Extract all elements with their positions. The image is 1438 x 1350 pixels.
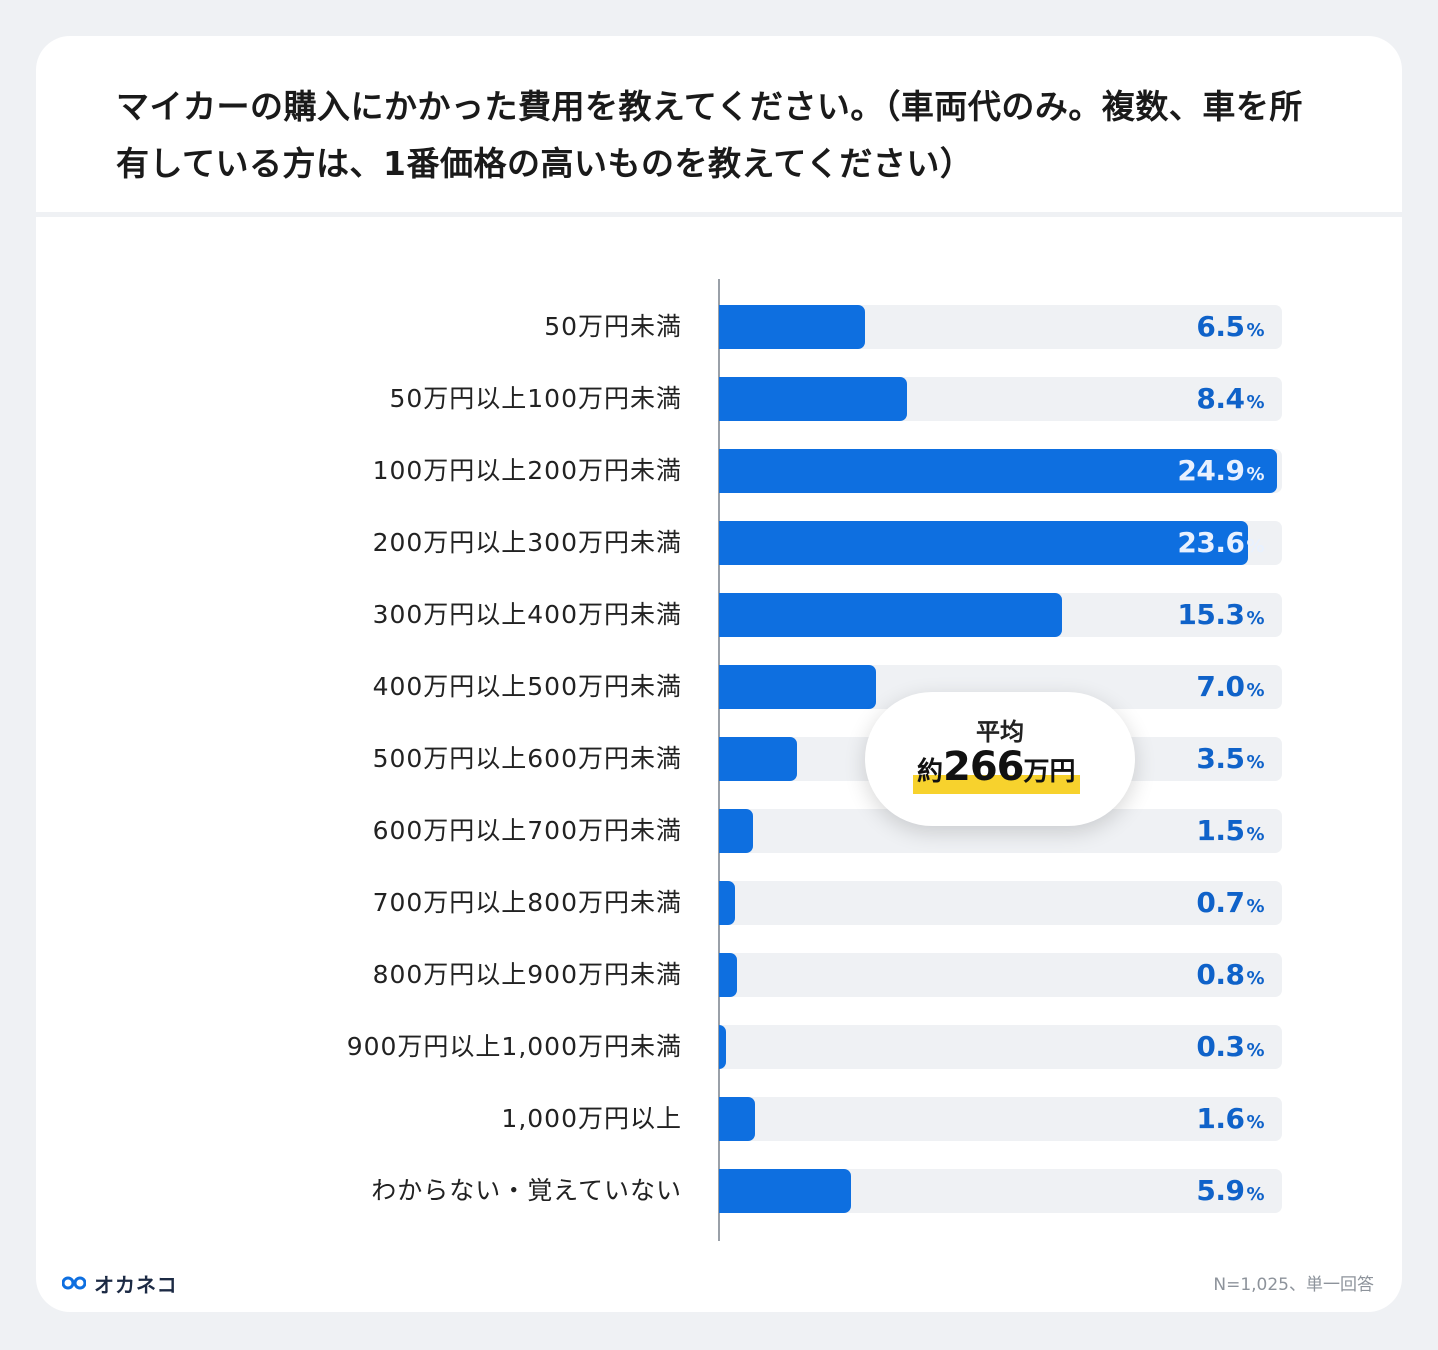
chart-title: マイカーの購入にかかった費用を教えてください。（車両代のみ。複数、車を所有してい… bbox=[116, 87, 1303, 183]
header: マイカーの購入にかかった費用を教えてください。（車両代のみ。複数、車を所有してい… bbox=[36, 36, 1402, 217]
bar-track bbox=[719, 953, 1282, 997]
brand-name: オカネコ bbox=[94, 1272, 178, 1297]
value-label: 5.9% bbox=[1036, 1169, 1264, 1217]
value-unit: % bbox=[1246, 320, 1264, 341]
category-label: 50万円以上100万円未満 bbox=[389, 384, 682, 413]
value-number: 3.5 bbox=[1196, 742, 1245, 775]
category-label: 900万円以上1,000万円未満 bbox=[346, 1032, 682, 1061]
value-number: 1.5 bbox=[1196, 814, 1245, 847]
value-label: 23.6% bbox=[1036, 521, 1264, 569]
value-number: 5.9 bbox=[1196, 1174, 1245, 1207]
value-number: 0.8 bbox=[1196, 958, 1245, 991]
value-unit: % bbox=[1246, 896, 1264, 917]
value-unit: % bbox=[1246, 752, 1264, 773]
value-label: 0.3% bbox=[1036, 1025, 1264, 1073]
value-label: 1.6% bbox=[1036, 1097, 1264, 1145]
value-number: 8.4 bbox=[1196, 382, 1245, 415]
value-label: 8.4% bbox=[1036, 377, 1264, 425]
bar bbox=[719, 521, 1248, 565]
category-label: 50万円未満 bbox=[544, 312, 682, 341]
value-unit: % bbox=[1246, 1112, 1264, 1133]
value-label: 7.0% bbox=[1036, 665, 1264, 713]
value-number: 15.3 bbox=[1177, 598, 1245, 631]
category-label: 1,000万円以上 bbox=[501, 1104, 682, 1133]
okane-logo-icon bbox=[62, 1276, 86, 1290]
average-suffix: 万円 bbox=[1023, 757, 1076, 787]
value-number: 7.0 bbox=[1196, 670, 1245, 703]
sample-note: N=1,025、単一回答 bbox=[1213, 1275, 1374, 1295]
value-label: 6.5% bbox=[1036, 305, 1264, 353]
average-label: 平均 bbox=[976, 718, 1024, 746]
value-unit: % bbox=[1246, 1184, 1264, 1205]
average-callout: 平均 約266万円 bbox=[865, 692, 1135, 826]
value-number: 0.3 bbox=[1196, 1030, 1245, 1063]
value-unit: % bbox=[1246, 968, 1264, 989]
bar-track bbox=[719, 1097, 1282, 1141]
bar bbox=[719, 809, 753, 853]
bar-track bbox=[719, 881, 1282, 925]
category-label: わからない・覚えていない bbox=[371, 1176, 682, 1205]
category-label: 200万円以上300万円未満 bbox=[372, 528, 682, 557]
bar bbox=[719, 305, 865, 349]
value-label: 15.3% bbox=[1036, 593, 1264, 641]
value-number: 23.6 bbox=[1177, 526, 1245, 559]
average-number: 266 bbox=[943, 744, 1024, 790]
category-label: 400万円以上500万円未満 bbox=[372, 672, 682, 701]
value-unit: % bbox=[1246, 824, 1264, 845]
bar bbox=[719, 1169, 852, 1213]
value-label: 0.7% bbox=[1036, 881, 1264, 929]
chart-card: マイカーの購入にかかった費用を教えてください。（車両代のみ。複数、車を所有してい… bbox=[36, 36, 1402, 1312]
value-unit: % bbox=[1246, 608, 1264, 629]
bar bbox=[719, 1025, 726, 1069]
value-label: 24.9% bbox=[1036, 449, 1264, 497]
value-unit: % bbox=[1246, 1040, 1264, 1061]
value-number: 24.9 bbox=[1177, 454, 1245, 487]
category-label: 700万円以上800万円未満 bbox=[372, 888, 682, 917]
value-number: 1.6 bbox=[1196, 1102, 1245, 1135]
bar bbox=[719, 737, 798, 781]
value-unit: % bbox=[1246, 464, 1264, 485]
category-label: 100万円以上200万円未満 bbox=[372, 456, 682, 485]
average-prefix: 約 bbox=[917, 757, 944, 787]
value-label: 0.8% bbox=[1036, 953, 1264, 1001]
category-label: 300万円以上400万円未満 bbox=[372, 600, 682, 629]
value-label: 1.5% bbox=[1036, 809, 1264, 857]
category-label: 500万円以上600万円未満 bbox=[372, 744, 682, 773]
average-value: 約266万円 bbox=[913, 744, 1080, 794]
bar bbox=[719, 953, 737, 997]
bar bbox=[719, 449, 1277, 493]
bar bbox=[719, 1097, 755, 1141]
category-label: 600万円以上700万円未満 bbox=[372, 816, 682, 845]
category-label: 800万円以上900万円未満 bbox=[372, 960, 682, 989]
brand-logo: オカネコ bbox=[62, 1268, 178, 1298]
bar bbox=[719, 665, 876, 709]
bar-chart: 50万円未満 6.5% 50万円以上100万円未満 8.4% 100万円以上200万円未… bbox=[36, 36, 1402, 1312]
value-label: 3.5% bbox=[1036, 737, 1264, 785]
value-unit: % bbox=[1246, 680, 1264, 701]
value-number: 0.7 bbox=[1196, 886, 1245, 919]
value-number: 6.5 bbox=[1196, 310, 1245, 343]
value-unit: % bbox=[1246, 536, 1264, 557]
value-unit: % bbox=[1246, 392, 1264, 413]
bar bbox=[719, 881, 735, 925]
bar bbox=[719, 377, 908, 421]
bar-track bbox=[719, 1025, 1282, 1069]
bar bbox=[719, 593, 1062, 637]
